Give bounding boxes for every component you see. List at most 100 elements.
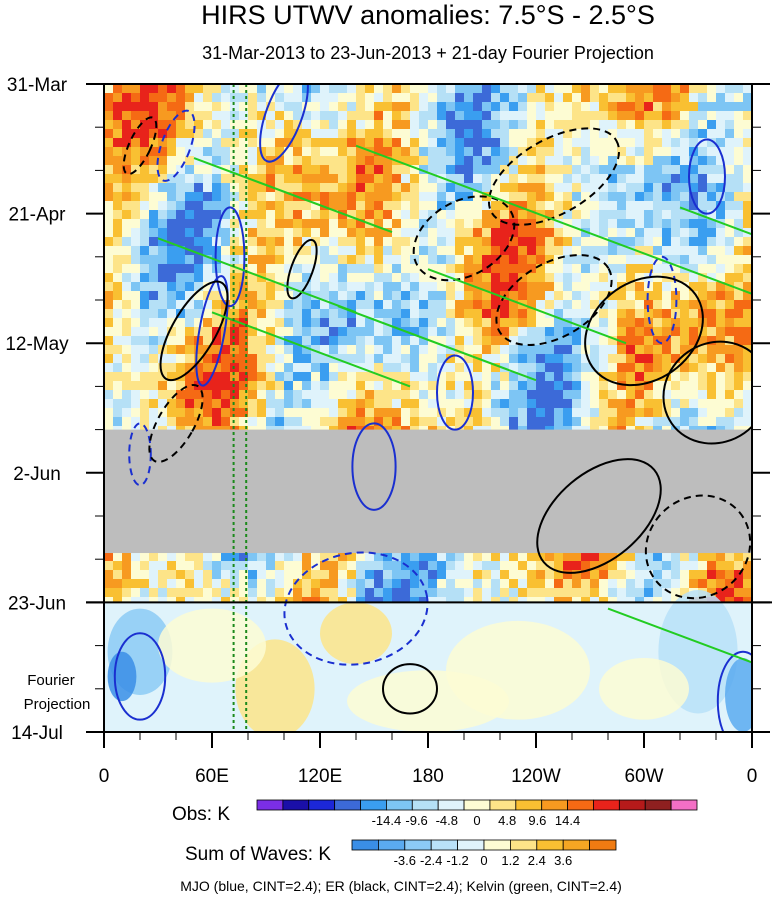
- obs-cell: [644, 399, 654, 409]
- obs-cell: [347, 129, 357, 139]
- obs-cell: [428, 561, 438, 571]
- obs-cell: [662, 210, 672, 220]
- obs-cell: [599, 138, 609, 148]
- obs-cell: [608, 201, 618, 211]
- obs-cell: [653, 408, 663, 418]
- obs-cell: [176, 210, 186, 220]
- obs-cell: [743, 174, 752, 184]
- obs-cell: [365, 192, 375, 202]
- obs-cell: [554, 588, 564, 598]
- obs-cell: [203, 336, 213, 346]
- obs-cell: [131, 129, 141, 139]
- obs-cell: [122, 138, 132, 148]
- obs-cell: [590, 93, 600, 103]
- obs-cell: [356, 210, 366, 220]
- obs-cell: [365, 273, 375, 283]
- obs-cell: [122, 165, 132, 175]
- obs-cell: [455, 120, 465, 130]
- obs-cell: [734, 372, 744, 382]
- obs-cell: [590, 183, 600, 193]
- obs-cell: [716, 318, 726, 328]
- obs-cell: [311, 120, 321, 130]
- obs-cell: [419, 417, 429, 427]
- obs-cell: [140, 246, 150, 256]
- obs-cell: [428, 174, 438, 184]
- obs-cell: [320, 579, 330, 589]
- obs-cell: [266, 120, 276, 130]
- obs-cell: [545, 273, 555, 283]
- obs-cell: [680, 183, 690, 193]
- obs-colorbar-label: 0: [473, 813, 480, 828]
- obs-cell: [725, 570, 735, 580]
- obs-cell: [338, 345, 348, 355]
- obs-cell: [653, 201, 663, 211]
- obs-cell: [329, 318, 339, 328]
- obs-cell: [617, 408, 627, 418]
- obs-cell: [518, 192, 528, 202]
- obs-cell: [284, 345, 294, 355]
- obs-cell: [743, 138, 752, 148]
- obs-cell: [203, 318, 213, 328]
- obs-cell: [446, 102, 456, 112]
- obs-cell: [248, 417, 258, 427]
- obs-cell: [743, 111, 752, 121]
- obs-cell: [491, 156, 501, 166]
- obs-cell: [644, 192, 654, 202]
- blue-contour: [716, 650, 752, 732]
- obs-cell: [716, 588, 726, 598]
- obs-cell: [689, 372, 699, 382]
- obs-cell: [734, 354, 744, 364]
- obs-cell: [194, 318, 204, 328]
- obs-cell: [356, 336, 366, 346]
- obs-cell: [257, 183, 267, 193]
- obs-cell: [284, 417, 294, 427]
- obs-cell: [491, 354, 501, 364]
- obs-cell: [419, 165, 429, 175]
- obs-cell: [500, 354, 510, 364]
- obs-cell: [671, 129, 681, 139]
- obs-cell: [428, 408, 438, 418]
- obs-legend-label: Obs: K: [172, 804, 230, 825]
- obs-cell: [536, 93, 546, 103]
- obs-cell: [140, 228, 150, 238]
- obs-cell: [410, 273, 420, 283]
- obs-cell: [266, 291, 276, 301]
- obs-cell: [149, 552, 159, 562]
- obs-cell: [680, 246, 690, 256]
- obs-cell: [383, 273, 393, 283]
- obs-cell: [113, 156, 123, 166]
- obs-cell: [167, 102, 177, 112]
- obs-cell: [401, 219, 411, 229]
- obs-cell: [662, 381, 672, 391]
- obs-cell: [113, 201, 123, 211]
- obs-cell: [446, 255, 456, 265]
- obs-cell: [230, 273, 240, 283]
- obs-cell: [518, 219, 528, 229]
- obs-cell: [581, 129, 591, 139]
- obs-cell: [743, 147, 752, 157]
- obs-cell: [473, 273, 483, 283]
- obs-cell: [572, 165, 582, 175]
- obs-cell: [203, 408, 213, 418]
- obs-cell: [311, 354, 321, 364]
- obs-cell: [365, 372, 375, 382]
- obs-cell: [716, 354, 726, 364]
- obs-cell: [284, 399, 294, 409]
- obs-cell: [392, 390, 402, 400]
- obs-cell: [734, 579, 744, 589]
- obs-cell: [455, 165, 465, 175]
- obs-cell: [338, 264, 348, 274]
- obs-cell: [185, 102, 195, 112]
- obs-cell: [482, 561, 492, 571]
- obs-cell: [491, 417, 501, 427]
- obs-cell: [410, 147, 420, 157]
- obs-cell: [158, 417, 168, 427]
- obs-cell: [347, 111, 357, 121]
- obs-cell: [176, 408, 186, 418]
- obs-cell: [464, 264, 474, 274]
- obs-cell: [536, 345, 546, 355]
- obs-cell: [104, 327, 114, 337]
- obs-cell: [302, 120, 312, 130]
- obs-cell: [743, 237, 752, 247]
- obs-cell: [572, 552, 582, 562]
